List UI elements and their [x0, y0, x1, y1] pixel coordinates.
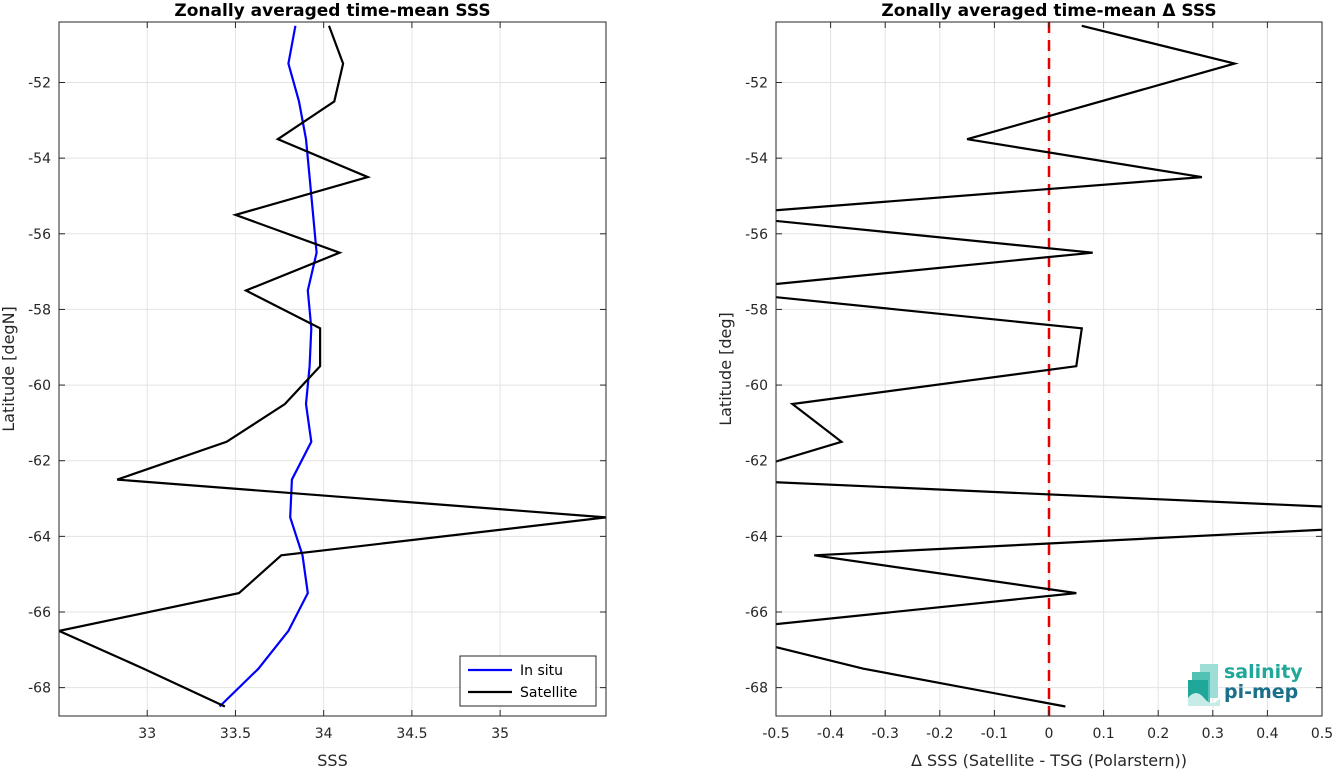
x-tick-label: 0.2 — [1147, 726, 1169, 742]
logo-line2: pi-mep — [1224, 681, 1298, 703]
series-line-satellite — [59, 25, 606, 708]
y-tick-label: -54 — [745, 151, 768, 167]
y-axis-label: Latitude [deg] — [716, 312, 735, 426]
y-tick-label: -66 — [745, 605, 768, 621]
x-tick-label: 33.5 — [220, 726, 251, 742]
legend-entry: Satellite — [520, 685, 577, 701]
y-tick-label: -64 — [28, 529, 51, 545]
y-tick-label: -60 — [745, 378, 768, 394]
series-line-in-situ — [218, 25, 318, 708]
y-tick-label: -62 — [28, 454, 51, 470]
axes-box — [58, 21, 607, 717]
x-tick-label: 34.5 — [396, 726, 427, 742]
y-tick-label: -52 — [28, 76, 51, 92]
y-tick-label: -68 — [745, 681, 768, 697]
salinity-pi-mep-logo: salinity pi-mep — [1188, 661, 1303, 706]
chart-title: Zonally averaged time-mean Δ SSS — [881, 1, 1216, 21]
chart-title: Zonally averaged time-mean SSS — [174, 1, 490, 21]
x-tick-label: 0.5 — [1311, 726, 1333, 742]
x-tick-label: 0.3 — [1202, 726, 1224, 742]
y-tick-label: -56 — [28, 227, 51, 243]
series-line-0 — [776, 24, 1322, 708]
x-axis-label: SSS — [317, 751, 347, 769]
y-axis-label: Latitude [degN] — [0, 306, 18, 432]
legend: In situ Satellite — [459, 655, 597, 707]
x-tick-label: 35 — [491, 726, 509, 742]
y-tick-label: -58 — [28, 302, 51, 318]
left-chart: 33 33.5 34 34.5 35 -68 -66 -64 -62 -60 -58 -56 -54 -5… — [0, 1, 607, 769]
logo-line1: salinity — [1224, 661, 1303, 683]
y-tick-label: -54 — [28, 151, 51, 167]
legend-box — [459, 655, 597, 707]
y-tick-label: -56 — [745, 227, 768, 243]
right-chart: -0.5 -0.4 -0.3 -0.2 -0.1 0 0.1 0.2 0.3 0.4 0.5 -68 -… — [716, 1, 1333, 769]
y-tick-label: -60 — [28, 378, 51, 394]
y-tick-label: -66 — [28, 605, 51, 621]
x-tick-label: -0.3 — [872, 726, 899, 742]
x-tick-label: -0.4 — [817, 726, 844, 742]
x-tick-label: 0.4 — [1256, 726, 1278, 742]
x-tick-label: -0.5 — [762, 726, 789, 742]
x-axis-label: Δ SSS (Satellite - TSG (Polarstern)) — [911, 751, 1187, 769]
x-tick-label: 0 — [1045, 726, 1054, 742]
y-tick-label: -62 — [745, 454, 768, 470]
y-tick-label: -58 — [745, 302, 768, 318]
x-tick-label: 33 — [138, 726, 156, 742]
plot-area — [59, 22, 606, 716]
legend-entry: In situ — [520, 663, 563, 679]
y-tick-label: -68 — [28, 681, 51, 697]
x-tick-label: -0.2 — [926, 726, 953, 742]
x-tick-label: -0.1 — [981, 726, 1008, 742]
x-tick-label: 0.1 — [1092, 726, 1114, 742]
y-tick-label: -64 — [745, 529, 768, 545]
x-tick-label: 34 — [315, 726, 333, 742]
y-tick-label: -52 — [745, 76, 768, 92]
